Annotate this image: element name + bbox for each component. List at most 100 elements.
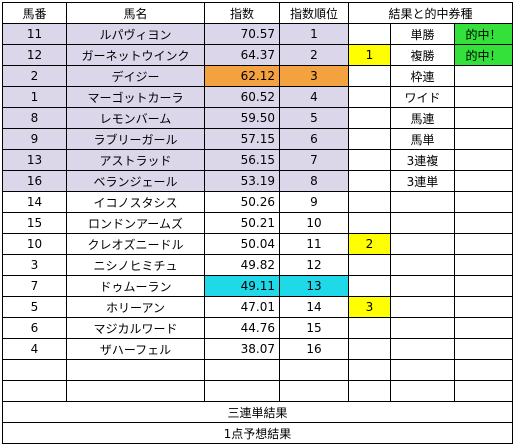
header-row: 馬番 馬名 指数 指数順位 結果と的中券種 bbox=[2, 2, 513, 24]
finish-place-cell bbox=[348, 107, 391, 129]
table-row: 3 ニシノヒミチュ 49.82 12 bbox=[2, 254, 513, 276]
finish-place-cell bbox=[348, 317, 391, 339]
index-rank-cell: 8 bbox=[279, 170, 349, 192]
horse-number-cell: 14 bbox=[2, 191, 67, 213]
horse-name-cell: デイジー bbox=[66, 65, 205, 87]
hit-status-cell bbox=[454, 170, 513, 192]
index-value-cell: 57.15 bbox=[204, 128, 280, 150]
ticket-type-cell bbox=[390, 296, 455, 318]
index-rank-cell: 15 bbox=[279, 317, 349, 339]
horse-name-cell: マーゴットカーラ bbox=[66, 86, 205, 108]
index-value-cell: 49.82 bbox=[204, 254, 280, 276]
finish-place-cell bbox=[348, 191, 391, 213]
ticket-type-cell: 3連単 bbox=[390, 170, 455, 192]
footer-row-sanrentan: 三連単結果 bbox=[2, 401, 513, 423]
hit-status-cell bbox=[454, 149, 513, 171]
finish-place-cell bbox=[348, 359, 391, 381]
ticket-type-cell bbox=[390, 275, 455, 297]
index-value-cell: 70.57 bbox=[204, 23, 280, 45]
hit-status-cell: 的中！ bbox=[454, 23, 513, 45]
index-value-cell: 47.01 bbox=[204, 296, 280, 318]
horse-number-cell: 6 bbox=[2, 317, 67, 339]
hit-status-cell bbox=[454, 233, 513, 255]
index-value-cell: 59.50 bbox=[204, 107, 280, 129]
table-row bbox=[2, 380, 513, 402]
finish-place-cell bbox=[348, 275, 391, 297]
horse-number-cell: 5 bbox=[2, 296, 67, 318]
index-rank-cell: 11 bbox=[279, 233, 349, 255]
horse-name-cell: ホリーアン bbox=[66, 296, 205, 318]
finish-place-cell bbox=[348, 65, 391, 87]
finish-place-cell bbox=[348, 380, 391, 402]
index-value-cell: 53.19 bbox=[204, 170, 280, 192]
one-point-forecast-label: 1点予想結果 bbox=[2, 422, 513, 444]
horse-name-cell bbox=[66, 380, 205, 402]
index-rank-cell bbox=[279, 359, 349, 381]
header-juni: 指数順位 bbox=[279, 2, 349, 24]
horse-number-cell: 15 bbox=[2, 212, 67, 234]
header-bamei: 馬名 bbox=[66, 2, 205, 24]
finish-place-cell bbox=[348, 254, 391, 276]
table-row: 12 ガーネットウインク 64.37 2 1 複勝 的中！ bbox=[2, 44, 513, 66]
index-rank-cell: 9 bbox=[279, 191, 349, 213]
index-rank-cell: 16 bbox=[279, 338, 349, 360]
ticket-type-cell bbox=[390, 359, 455, 381]
table-row: 13 アストラッド 56.15 7 3連複 bbox=[2, 149, 513, 171]
hit-status-cell bbox=[454, 191, 513, 213]
table-body: 11 ルパヴィヨン 70.57 1 単勝 的中！ 12 ガーネットウインク 64.37 2 1 複勝的… bbox=[2, 23, 513, 402]
index-value-cell: 44.76 bbox=[204, 317, 280, 339]
horse-number-cell: 1 bbox=[2, 86, 67, 108]
index-value-cell: 49.11 bbox=[204, 275, 280, 297]
horse-name-cell: ニシノヒミチュ bbox=[66, 254, 205, 276]
horse-number-cell: 11 bbox=[2, 23, 67, 45]
header-results: 結果と的中券種 bbox=[348, 2, 513, 24]
finish-place-cell: 3 bbox=[348, 296, 391, 318]
finish-place-cell bbox=[348, 23, 391, 45]
table-row: 15 ロンドンアームズ 50.21 10 bbox=[2, 212, 513, 234]
header-shisu: 指数 bbox=[204, 2, 280, 24]
index-rank-cell bbox=[279, 380, 349, 402]
horse-number-cell: 16 bbox=[2, 170, 67, 192]
hit-status-cell bbox=[454, 107, 513, 129]
index-rank-cell: 7 bbox=[279, 149, 349, 171]
table-row: 16 ベランジェール 53.19 8 3連単 bbox=[2, 170, 513, 192]
horse-name-cell: アストラッド bbox=[66, 149, 205, 171]
ticket-type-cell bbox=[390, 233, 455, 255]
table-row: 14 イコノスタシス 50.26 9 bbox=[2, 191, 513, 213]
index-rank-cell: 14 bbox=[279, 296, 349, 318]
horse-name-cell: ルパヴィヨン bbox=[66, 23, 205, 45]
horse-name-cell: ザハーフェル bbox=[66, 338, 205, 360]
ticket-type-cell: 馬単 bbox=[390, 128, 455, 150]
index-value-cell: 50.04 bbox=[204, 233, 280, 255]
horse-name-cell: レモンバーム bbox=[66, 107, 205, 129]
index-rank-cell: 4 bbox=[279, 86, 349, 108]
horse-number-cell bbox=[2, 380, 67, 402]
table-row: 11 ルパヴィヨン 70.57 1 単勝 的中！ bbox=[2, 23, 513, 45]
finish-place-cell: 2 bbox=[348, 233, 391, 255]
table-row: 6 マジカルワード 44.76 15 bbox=[2, 317, 513, 339]
ticket-type-cell: 単勝 bbox=[390, 23, 455, 45]
horse-number-cell: 8 bbox=[2, 107, 67, 129]
horse-number-cell: 10 bbox=[2, 233, 67, 255]
finish-place-cell bbox=[348, 86, 391, 108]
hit-status-cell bbox=[454, 86, 513, 108]
index-value-cell: 60.52 bbox=[204, 86, 280, 108]
hit-status-cell bbox=[454, 296, 513, 318]
hit-status-cell bbox=[454, 65, 513, 87]
horse-number-cell: 4 bbox=[2, 338, 67, 360]
horse-name-cell: ロンドンアームズ bbox=[66, 212, 205, 234]
ticket-type-cell: 3連複 bbox=[390, 149, 455, 171]
index-rank-cell: 5 bbox=[279, 107, 349, 129]
hit-status-cell bbox=[454, 359, 513, 381]
hit-status-cell bbox=[454, 338, 513, 360]
index-rank-cell: 2 bbox=[279, 44, 349, 66]
horse-number-cell: 9 bbox=[2, 128, 67, 150]
horse-name-cell: イコノスタシス bbox=[66, 191, 205, 213]
index-value-cell: 38.07 bbox=[204, 338, 280, 360]
finish-place-cell bbox=[348, 128, 391, 150]
sanrentan-result-label: 三連単結果 bbox=[2, 401, 513, 423]
index-rank-cell: 13 bbox=[279, 275, 349, 297]
ticket-type-cell: ワイド bbox=[390, 86, 455, 108]
index-value-cell: 50.21 bbox=[204, 212, 280, 234]
table-row: 9 ラブリーガール 57.15 6 馬単 bbox=[2, 128, 513, 150]
